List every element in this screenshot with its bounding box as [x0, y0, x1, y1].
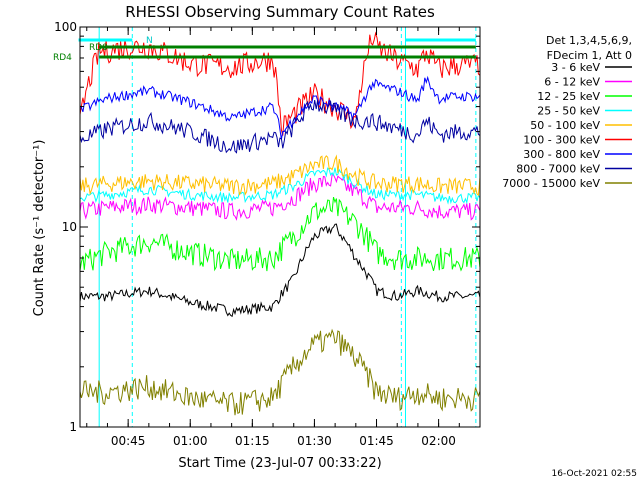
legend-label: 3 - 6 keV — [551, 61, 600, 74]
flag-label-2: RD4 — [53, 53, 72, 63]
series-line-4 — [79, 154, 481, 197]
series-line-7 — [79, 99, 481, 154]
legend-label: 300 - 800 keV — [523, 148, 600, 161]
legend-label: 12 - 25 keV — [537, 90, 600, 103]
x-tick-label: 00:45 — [111, 434, 146, 448]
x-tick-label: 01:15 — [235, 434, 270, 448]
series-line-1 — [79, 174, 481, 221]
plot-layer — [78, 27, 481, 427]
legend-label: 800 - 7000 keV — [516, 163, 600, 176]
legend-header-line: FDecim 1, Att 0 — [547, 49, 632, 62]
timestamp: 16-Oct-2021 02:55 — [552, 469, 637, 479]
series-line-0 — [79, 223, 481, 318]
series-line-2 — [79, 196, 481, 272]
legend-label: 6 - 12 keV — [544, 76, 600, 89]
legend-label: 50 - 100 keV — [530, 119, 600, 132]
y-tick-label: 100 — [54, 20, 77, 34]
x-tick-label: 01:30 — [297, 434, 332, 448]
x-axis-label: Start Time (23-Jul-07 00:33:22) — [178, 456, 381, 471]
legend-label: 7000 - 15000 keV — [502, 177, 600, 190]
legend: Det 1,3,4,5,6,9, FDecim 1, Att 03 - 6 keV… — [502, 34, 632, 190]
plot-frame — [79, 26, 481, 428]
flag-label-1: RD0 — [89, 43, 108, 53]
legend-label: 100 - 300 keV — [523, 134, 600, 147]
chart-title: RHESSI Observing Summary Count Rates — [125, 3, 435, 21]
y-axis-label: Count Rate (s⁻¹ detector⁻¹) — [32, 140, 47, 317]
series-line-6 — [79, 75, 481, 140]
series-line-8 — [79, 328, 481, 416]
legend-header-line: Det 1,3,4,5,6,9, — [546, 34, 632, 47]
x-tick-label: 01:00 — [173, 434, 208, 448]
legend-label: 25 - 50 keV — [537, 105, 600, 118]
axes-layer: N RD0 RD4 1 10 100 00:45 01:00 01:15 01:30 01:45 02… — [53, 20, 481, 448]
flag-label-0: N — [146, 36, 153, 46]
y-tick-label: 10 — [62, 220, 77, 234]
y-tick-label: 1 — [69, 420, 77, 434]
x-tick-label: 01:45 — [359, 434, 394, 448]
x-tick-label: 02:00 — [421, 434, 456, 448]
